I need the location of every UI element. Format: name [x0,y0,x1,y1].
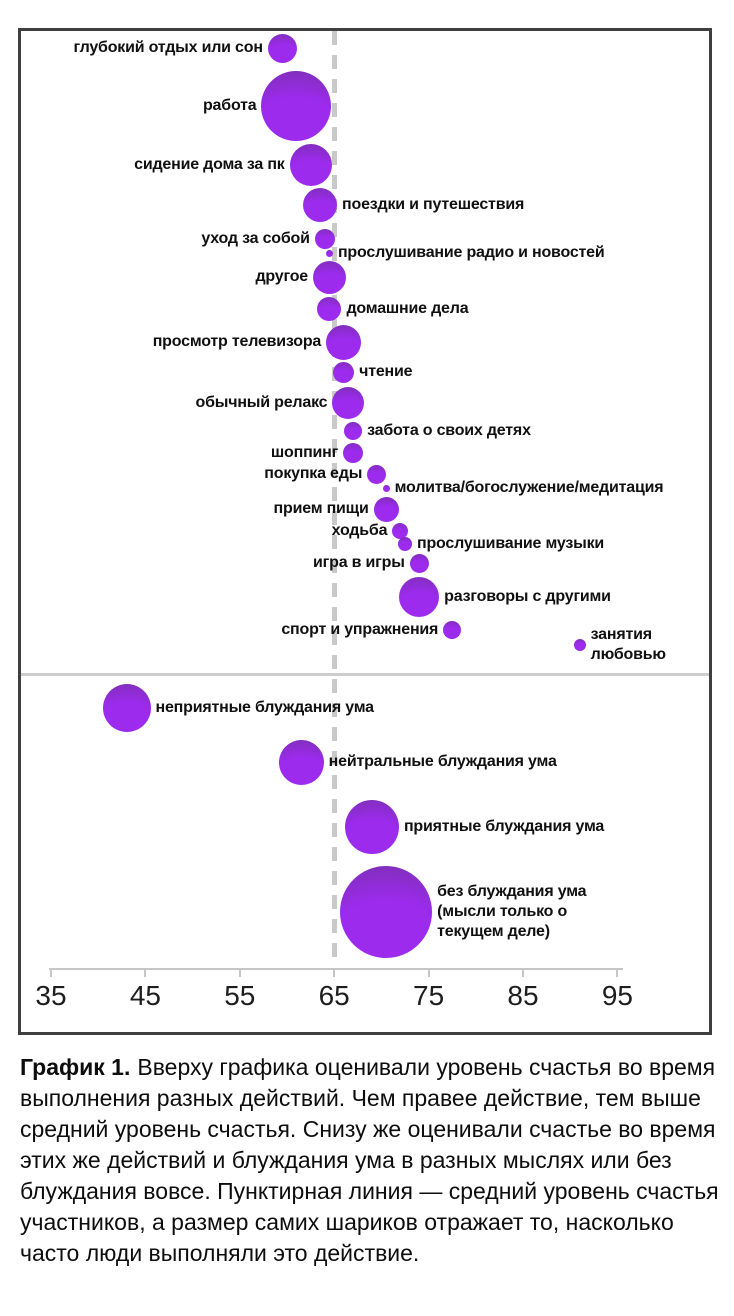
bubble [261,71,332,141]
bubble-label: спорт и упражнения [281,621,439,638]
bubble-label: поездки и путешествия [342,196,525,213]
bubble-label: шоппинг [270,444,339,461]
bubble-label: ходьба [331,522,388,539]
bubble-label: забота о своих детях [367,422,531,439]
axis-tick-label: 75 [413,980,445,1011]
bubble [573,639,586,651]
bubble [333,361,355,383]
bubble [312,260,346,294]
bubble-label: домашние дела [346,300,469,317]
bubble-label: сидение дома за пк [134,156,285,173]
bubble [102,684,151,732]
axis-tick-label: 35 [35,980,67,1011]
x-axis-tick [238,968,241,977]
bubble-label: неприятные блуждания ума [155,699,375,716]
bubble-label: занятия любовью [590,626,666,663]
bubble-label: другое [255,268,308,285]
axis-tick-label: 45 [129,980,161,1011]
bubble [326,324,362,360]
bubble-label: игра в игры [313,554,405,571]
bubble [373,496,399,522]
bubble-label: чтение [359,363,413,380]
bubble [332,387,365,419]
panel-divider [21,673,709,676]
bubble-label: обычный релакс [195,394,328,411]
bubble [289,144,332,186]
x-axis-line [49,968,623,970]
bubble [343,443,364,463]
bubble [344,422,363,440]
x-axis-tick [616,968,619,977]
bubble [344,800,399,854]
bubble [317,297,342,321]
bubble [314,229,335,249]
x-axis-tick [50,968,52,977]
axis-tick-label: 85 [507,980,539,1011]
x-axis-tick [427,968,430,977]
bubble-label: прослушивание музыки [417,535,605,552]
bubble [278,739,324,785]
axis-tick-label: 55 [224,980,256,1011]
bubble [303,188,338,222]
bubble [325,249,333,257]
bubble-chart: 35 45 55 65 75 85 95 глубокий отдых или сон рабо… [18,28,712,1035]
bubble-label: прослушивание радио и новостей [337,244,605,261]
x-axis-tick [144,968,147,977]
bubble [267,33,297,63]
bubble [382,484,390,492]
bubble-label: просмотр телевизора [152,333,322,350]
bubble-label: покупка еды [264,465,363,482]
axis-tick-label: 95 [601,980,633,1011]
bubble-label: прием пищи [273,500,369,517]
bubble-label: работа [202,97,257,114]
bubble-label: нейтральные блуждания ума [328,753,557,770]
mean-happiness-dashed-line [331,31,337,963]
bubble [409,553,429,573]
bubble-label: разговоры с другими [444,588,611,605]
caption-label: График 1. [20,1054,131,1080]
bubble-label: глубокий отдых или сон [73,39,263,56]
bubble [367,464,387,484]
bubble [399,577,440,617]
bubble [443,621,462,639]
bubble [398,537,412,551]
bubble [340,866,433,958]
x-axis-tick [333,968,336,977]
bubble-label: уход за собой [201,230,310,247]
bubble-label: без блуждания ума (мысли только о текуще… [437,883,587,940]
bubble-label: молитва/богослужение/медитация [394,479,664,496]
x-axis-tick [522,968,524,977]
caption-text: Вверху графика оценивали уровень счастья… [20,1054,719,1266]
axis-tick-label: 65 [318,980,350,1011]
figure-caption: График 1. Вверху графика оценивали уровен… [20,1052,720,1269]
bubble-label: приятные блуждания ума [403,818,605,835]
bubble [392,523,409,539]
